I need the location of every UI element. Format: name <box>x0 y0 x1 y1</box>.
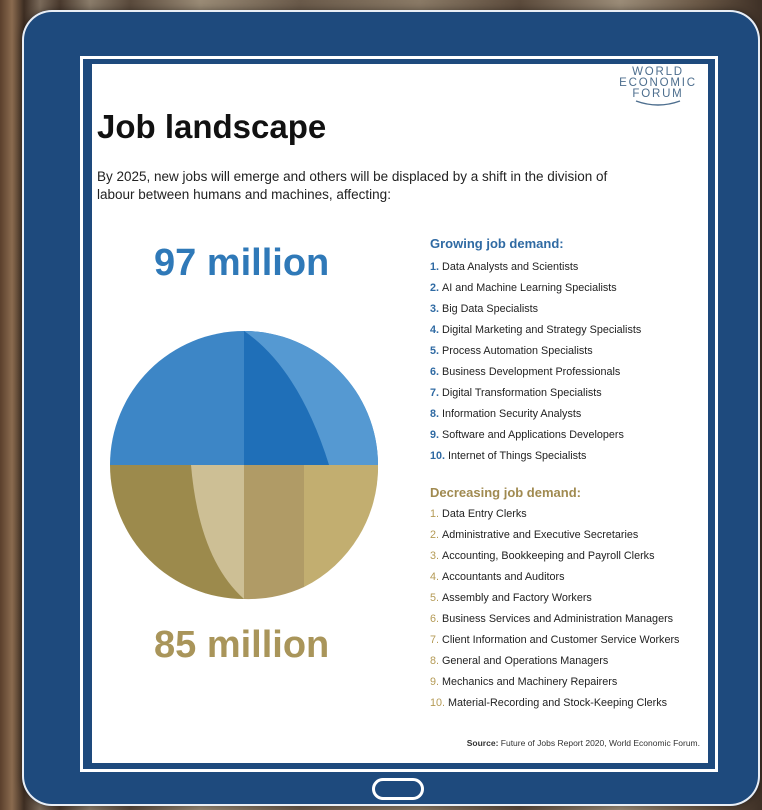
item-number: 9. <box>430 676 440 688</box>
wef-logo: WORLD ECONOMIC FORUM <box>612 66 704 108</box>
page-title: Job landscape <box>97 108 327 145</box>
item-label: Accounting, Bookkeeping and Payroll Cler… <box>442 550 655 562</box>
list-item: 2. Administrative and Executive Secretari… <box>430 528 679 549</box>
item-number: 7. <box>430 634 440 646</box>
item-label: Administrative and Executive Secretaries <box>442 529 639 541</box>
infographic-screen: WORLD ECONOMIC FORUM Job landscape By 20… <box>92 64 708 763</box>
list-item: 3. Big Data Specialists <box>430 302 641 323</box>
item-label: AI and Machine Learning Specialists <box>442 282 617 294</box>
item-number: 2. <box>430 282 440 294</box>
item-label: Accountants and Auditors <box>442 571 565 583</box>
list-item: 7. Client Information and Customer Servic… <box>430 633 679 654</box>
item-number: 1. <box>430 508 440 520</box>
list-item: 2. AI and Machine Learning Specialists <box>430 281 641 302</box>
decreasing-segment-light <box>191 465 244 599</box>
source-label: Source: <box>466 738 499 748</box>
item-label: Process Automation Specialists <box>442 345 593 357</box>
item-number: 5. <box>430 592 440 604</box>
source-text: Future of Jobs Report 2020, World Econom… <box>500 738 700 748</box>
split-circle-graphic <box>110 331 379 600</box>
item-label: Software and Applications Developers <box>442 429 624 441</box>
list-item: 7. Digital Transformation Specialists <box>430 386 641 407</box>
item-label: Digital Marketing and Strategy Specialis… <box>442 324 642 336</box>
logo-line-2: ECONOMIC <box>619 77 697 89</box>
list-item: 4. Accountants and Auditors <box>430 570 679 591</box>
decreasing-total: 85 million <box>154 624 330 666</box>
decreasing-segment-sand <box>244 465 304 600</box>
item-label: Assembly and Factory Workers <box>442 592 592 604</box>
item-label: Client Information and Customer Service … <box>442 634 680 646</box>
list-item: 10. Internet of Things Specialists <box>430 449 641 470</box>
growing-list: 1. Data Analysts and Scientists 2. AI and … <box>430 260 641 470</box>
item-number: 1. <box>430 261 440 273</box>
list-item: 9. Software and Applications Developers <box>430 428 641 449</box>
item-label: Material-Recording and Stock-Keeping Cle… <box>448 697 668 709</box>
item-label: Data Analysts and Scientists <box>442 261 579 273</box>
list-item: 6. Business Services and Administration M… <box>430 612 679 633</box>
logo-arc-icon <box>635 100 681 106</box>
list-item: 8. General and Operations Managers <box>430 654 679 675</box>
home-button[interactable] <box>372 778 424 800</box>
growing-total: 97 million <box>154 242 330 284</box>
list-item: 4. Digital Marketing and Strategy Special… <box>430 323 641 344</box>
list-item: 5. Process Automation Specialists <box>430 344 641 365</box>
growing-heading: Growing job demand: <box>430 236 564 251</box>
item-label: Business Services and Administration Man… <box>442 613 674 625</box>
logo-line-3: FORUM <box>632 88 684 100</box>
item-label: Mechanics and Machinery Repairers <box>442 676 618 688</box>
item-label: Big Data Specialists <box>442 303 539 315</box>
list-item: 8. Information Security Analysts <box>430 407 641 428</box>
list-item: 5. Assembly and Factory Workers <box>430 591 679 612</box>
item-number: 9. <box>430 429 440 441</box>
item-number: 10. <box>430 450 446 462</box>
growing-segment-mid <box>244 331 329 465</box>
list-item: 6. Business Development Professionals <box>430 365 641 386</box>
item-number: 2. <box>430 529 440 541</box>
item-label: Information Security Analysts <box>442 408 582 420</box>
decreasing-list: 1. Data Entry Clerks 2. Administrative and… <box>430 507 679 717</box>
item-number: 3. <box>430 303 440 315</box>
item-number: 4. <box>430 571 440 583</box>
item-number: 8. <box>430 408 440 420</box>
item-number: 7. <box>430 387 440 399</box>
list-item: 10. Material-Recording and Stock-Keeping … <box>430 696 679 717</box>
item-label: General and Operations Managers <box>442 655 609 667</box>
item-label: Business Development Professionals <box>442 366 621 378</box>
item-number: 3. <box>430 550 440 562</box>
item-label: Data Entry Clerks <box>442 508 527 520</box>
list-item: 1. Data Entry Clerks <box>430 507 679 528</box>
item-number: 8. <box>430 655 440 667</box>
decreasing-segment-pale <box>304 465 379 587</box>
source-note: Source: Future of Jobs Report 2020, Worl… <box>467 738 700 748</box>
list-item: 1. Data Analysts and Scientists <box>430 260 641 281</box>
item-number: 10. <box>430 697 446 709</box>
logo-line-1: WORLD <box>632 66 684 78</box>
item-number: 4. <box>430 324 440 336</box>
decreasing-heading: Decreasing job demand: <box>430 485 581 500</box>
list-item: 3. Accounting, Bookkeeping and Payroll Cl… <box>430 549 679 570</box>
intro-text: By 2025, new jobs will emerge and others… <box>97 169 608 202</box>
item-label: Digital Transformation Specialists <box>442 387 602 399</box>
item-label: Internet of Things Specialists <box>448 450 587 462</box>
item-number: 6. <box>430 366 440 378</box>
item-number: 6. <box>430 613 440 625</box>
item-number: 5. <box>430 345 440 357</box>
growing-segment-light <box>244 331 378 465</box>
list-item: 9. Mechanics and Machinery Repairers <box>430 675 679 696</box>
